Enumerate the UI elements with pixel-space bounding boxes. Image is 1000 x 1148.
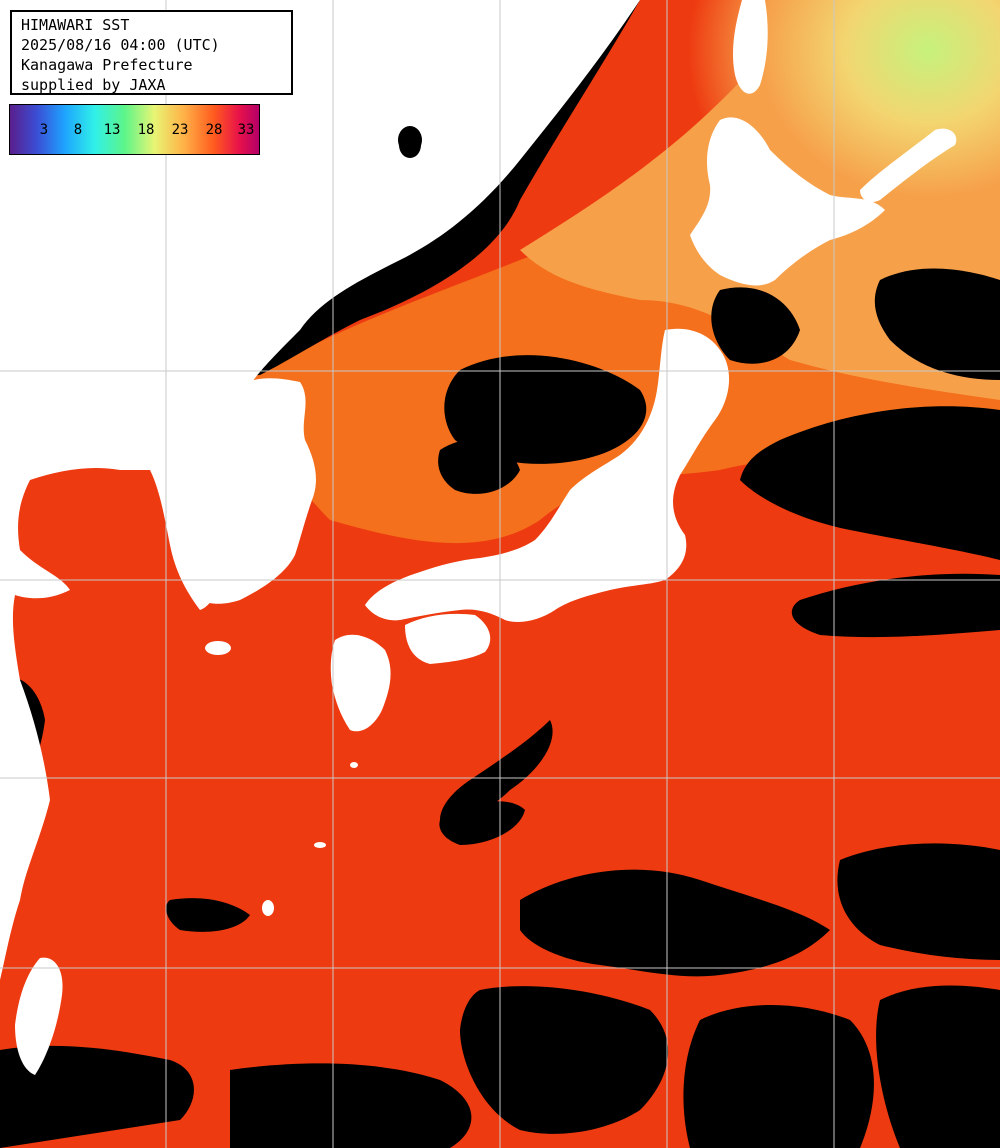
colorbar-label: 13 [103,122,121,138]
land [0,0,957,1075]
land-jeju [205,641,231,655]
land-kuril [860,128,957,202]
map-title: HIMAWARI SST [21,16,130,34]
info-box: HIMAWARI SST 2025/08/16 04:00 (UTC) Kana… [10,10,293,95]
land-shikoku [405,613,491,664]
island-ulleung [399,132,421,158]
lat-label-40n: 40N [20,355,40,368]
map-region: Kanagawa Prefecture [21,56,193,74]
land-sakhalin [732,0,768,94]
colorbar-label: 3 [39,122,49,138]
land-taiwan [15,957,63,1075]
land-korea [190,378,316,604]
colorbar-label: 18 [137,122,155,138]
map-datetime: 2025/08/16 04:00 (UTC) [21,36,220,54]
colorbar-label: 23 [171,122,189,138]
colorbar-label: 33 [237,122,255,138]
colorbar-label: 8 [73,122,83,138]
land-honshu [365,328,730,622]
lat-label-30n: 30N [20,762,40,775]
land-kyushu [330,634,391,732]
temperature-colorbar: 3 8 13 18 23 28 33 [9,104,260,155]
land-mainland-asia [0,0,640,980]
land-hokkaido [690,117,885,286]
map-credit: supplied by JAXA [21,76,166,94]
colorbar-label: 28 [205,122,223,138]
